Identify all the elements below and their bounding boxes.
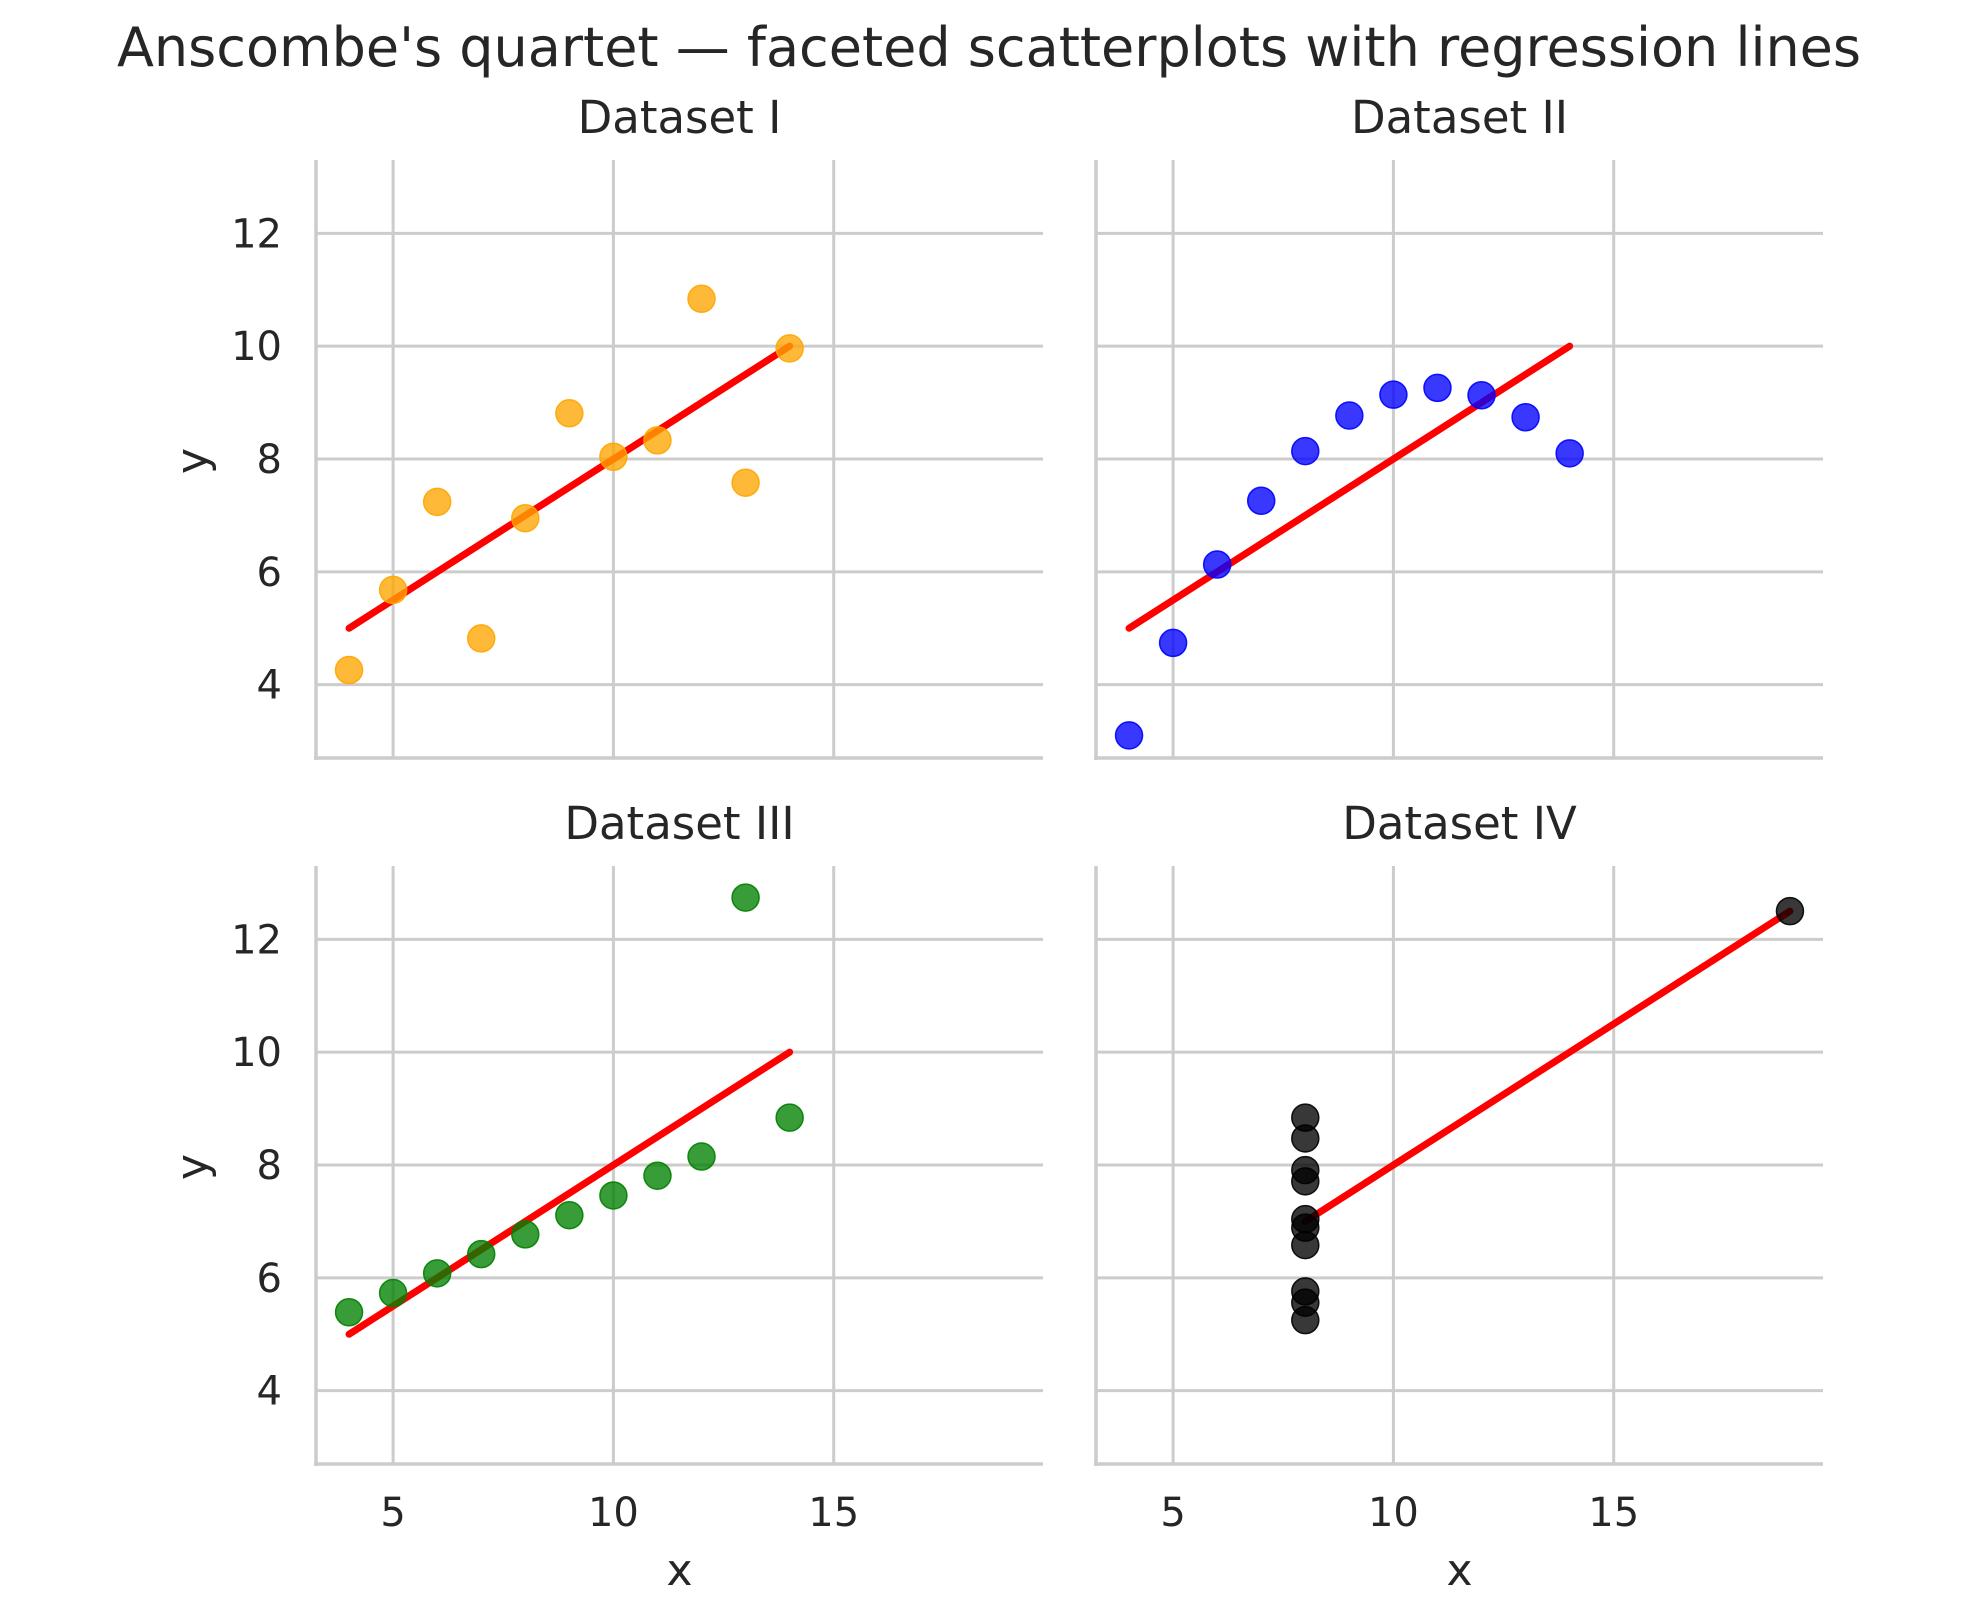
y-tick-label: 8 <box>257 1143 282 1189</box>
data-point <box>731 883 760 912</box>
y-tick-label: 6 <box>257 1256 282 1302</box>
data-point <box>687 284 716 314</box>
data-point <box>511 503 540 533</box>
y-tick-label: 10 <box>231 324 282 370</box>
data-point <box>1555 439 1584 468</box>
panel-title: Dataset III <box>564 797 794 850</box>
data-point <box>422 1259 452 1288</box>
data-point <box>1335 401 1364 430</box>
data-point <box>378 1278 408 1308</box>
data-point <box>1775 896 1805 926</box>
data-point <box>1291 436 1320 466</box>
facet-panel-4: Dataset IV 5 10 15 x <box>1094 797 1823 1596</box>
data-point <box>466 1239 496 1269</box>
facet-panel-3: Dataset III 4 6 8 10 12 y 5 10 15 x <box>167 797 1043 1596</box>
regression-line <box>345 342 794 632</box>
data-point <box>643 1161 672 1190</box>
facet-panels: Dataset I 4 6 8 10 12 y Dataset II Dataset III 4 6… <box>167 91 1823 1596</box>
data-point <box>599 1181 628 1210</box>
y-tick-label: 4 <box>257 1369 282 1415</box>
x-tick-label: 15 <box>1588 1490 1639 1536</box>
data-point <box>378 575 408 605</box>
y-tick-label: 8 <box>257 437 282 483</box>
data-point <box>731 468 760 497</box>
data-point <box>1511 403 1540 432</box>
data-point <box>1291 1213 1320 1242</box>
y-tick-label: 10 <box>231 1030 282 1076</box>
x-axis-label: x <box>666 1545 692 1596</box>
x-tick-label: 5 <box>1160 1490 1185 1536</box>
data-point <box>555 399 584 428</box>
data-point <box>511 1220 540 1249</box>
data-point <box>466 624 496 653</box>
data-point <box>334 1297 364 1327</box>
facet-panel-1: Dataset I 4 6 8 10 12 y <box>167 91 1043 760</box>
x-tick-label: 10 <box>1368 1490 1419 1536</box>
data-point <box>1114 721 1144 750</box>
panel-title: Dataset I <box>578 91 782 144</box>
data-point <box>422 487 452 517</box>
regression-line <box>345 1048 794 1338</box>
y-tick-label: 12 <box>231 211 282 257</box>
data-point <box>599 442 628 471</box>
chart-title: Anscombe's quartet — faceted scatterplot… <box>117 16 1861 79</box>
data-point <box>1423 373 1452 403</box>
facet-panel-2: Dataset II <box>1094 91 1823 760</box>
panel-title: Dataset IV <box>1342 797 1577 850</box>
data-point <box>775 334 804 363</box>
x-tick-label: 5 <box>380 1490 405 1536</box>
data-point <box>775 1103 804 1132</box>
data-point <box>555 1200 584 1230</box>
y-tick-label: 6 <box>257 550 282 596</box>
data-point <box>643 426 672 455</box>
data-point <box>1158 628 1188 658</box>
y-tick-label: 12 <box>231 917 282 963</box>
data-point <box>1467 381 1496 410</box>
x-tick-label: 15 <box>808 1490 859 1536</box>
regression-line <box>1301 907 1794 1225</box>
data-point <box>1202 550 1232 579</box>
y-axis-label: y <box>167 1154 218 1180</box>
data-point <box>687 1142 716 1171</box>
data-point <box>1246 486 1276 515</box>
panel-title: Dataset II <box>1351 91 1568 144</box>
data-point <box>1379 380 1408 409</box>
data-point <box>1291 1155 1320 1185</box>
regression-line <box>1125 342 1574 632</box>
data-point <box>1291 1124 1320 1153</box>
data-point <box>334 655 364 685</box>
y-axis-label: y <box>167 448 218 474</box>
x-axis-label: x <box>1446 1545 1472 1596</box>
y-tick-label: 4 <box>257 663 282 709</box>
x-tick-label: 10 <box>588 1490 639 1536</box>
data-point <box>1291 1288 1320 1317</box>
